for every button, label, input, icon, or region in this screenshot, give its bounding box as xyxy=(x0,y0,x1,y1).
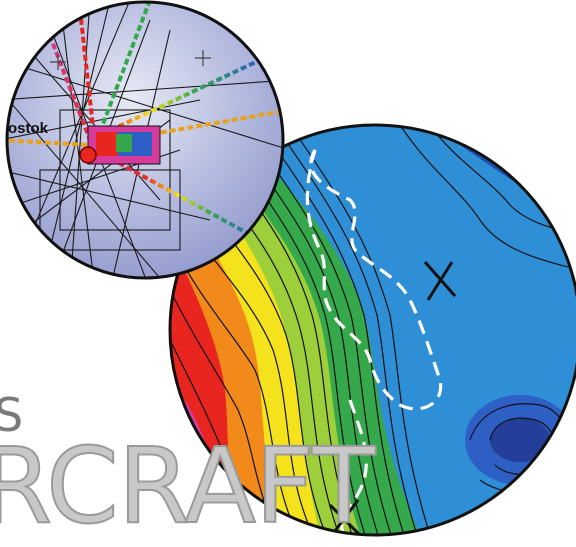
heading-word: RCRAFT xyxy=(0,425,376,547)
grid-plus-marks xyxy=(50,50,211,70)
cross-marker xyxy=(423,261,457,301)
cross-marker xyxy=(328,499,362,535)
lake-outline xyxy=(305,149,443,535)
radar-inset-map xyxy=(5,0,285,280)
place-label: ostok xyxy=(8,120,49,137)
lake-anomaly xyxy=(87,125,161,165)
station-marker xyxy=(79,146,97,164)
heading-fragment: S xyxy=(0,388,24,442)
